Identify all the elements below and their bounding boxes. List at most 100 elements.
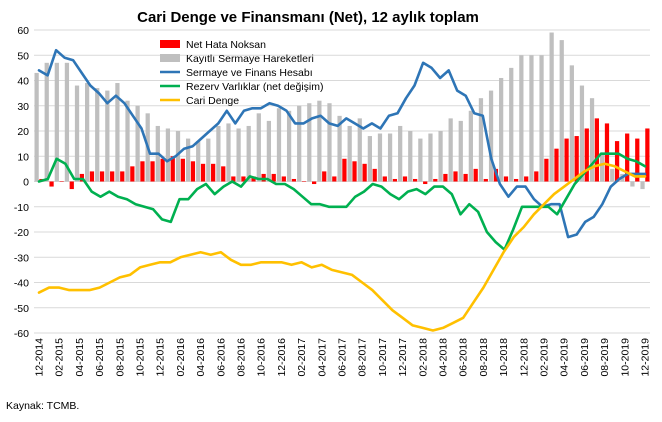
- bar-portfolio: [488, 90, 494, 182]
- legend-label: Cari Denge: [186, 95, 239, 107]
- bar-net-errors: [524, 176, 529, 182]
- bar-portfolio: [529, 55, 534, 182]
- bar-portfolio: [185, 138, 191, 182]
- bar-net-errors: [322, 171, 327, 182]
- bar-net-errors: [231, 176, 236, 182]
- y-tick-label: 50: [17, 50, 29, 62]
- x-tick-label: 08-2016: [236, 338, 248, 377]
- bar-net-errors: [372, 168, 377, 182]
- bar-net-errors: [89, 171, 95, 182]
- bar-portfolio: [549, 32, 554, 182]
- bar-portfolio: [135, 105, 140, 182]
- bar-portfolio: [307, 103, 312, 182]
- y-tick-label: 10: [17, 151, 29, 163]
- y-tick-label: 20: [17, 126, 29, 138]
- y-tick-label: -50: [14, 303, 29, 315]
- bar-net-errors: [251, 176, 256, 182]
- bar-net-errors: [342, 158, 347, 182]
- y-tick-label: -60: [14, 328, 29, 340]
- bar-portfolio: [84, 83, 90, 182]
- bar-net-errors: [412, 178, 418, 182]
- bar-portfolio: [468, 110, 473, 182]
- bar-portfolio: [347, 125, 352, 182]
- bar-portfolio: [196, 141, 201, 182]
- bar-net-errors: [301, 181, 307, 182]
- x-axis-ticks: 12-2014 02-2015 04-2015 06-2015 08-2015 10-20…: [34, 338, 652, 377]
- legend-swatch: [160, 54, 180, 62]
- legend-label: Rezerv Varlıklar (net değişim): [186, 81, 324, 93]
- bar-net-errors: [150, 161, 155, 182]
- y-tick-label: -20: [14, 227, 29, 239]
- bar-net-errors: [211, 163, 216, 182]
- y-tick-label: -10: [14, 202, 29, 214]
- x-tick-label: 12-2016: [276, 338, 288, 377]
- bar-portfolio: [54, 62, 59, 182]
- bar-portfolio: [64, 62, 70, 182]
- x-tick-label: 04-2018: [437, 338, 449, 377]
- bar-portfolio: [377, 133, 383, 182]
- bar-net-errors: [49, 181, 54, 187]
- bar-portfolio: [256, 113, 261, 182]
- x-tick-label: 04-2016: [195, 338, 207, 377]
- bar-net-errors: [291, 178, 297, 182]
- bar-net-errors: [433, 178, 438, 182]
- bar-portfolio: [589, 98, 595, 182]
- bar-net-errors: [513, 178, 519, 182]
- bar-net-errors: [534, 171, 539, 182]
- bar-portfolio: [448, 118, 453, 182]
- x-tick-label: 06-2018: [458, 338, 470, 377]
- y-tick-label: 0: [23, 177, 29, 189]
- x-tick-label: 08-2017: [357, 338, 369, 377]
- x-tick-label: 12-2015: [155, 338, 167, 377]
- x-tick-label: 12-2017: [397, 338, 409, 377]
- bar-portfolio: [408, 131, 413, 182]
- line-financing: [37, 48, 647, 239]
- bar-net-errors: [69, 181, 74, 190]
- legend-label: Sermaye ve Finans Hesabı: [186, 67, 313, 79]
- bar-portfolio: [317, 100, 322, 182]
- bar-portfolio: [428, 133, 433, 182]
- bar-portfolio: [398, 125, 403, 182]
- bar-net-errors: [99, 171, 105, 182]
- bar-net-errors: [503, 176, 509, 182]
- y-tick-label: -30: [14, 252, 29, 264]
- bar-net-errors: [241, 176, 246, 182]
- bar-portfolio: [125, 100, 130, 182]
- bar-portfolio: [610, 168, 615, 182]
- chart-title: Cari Denge ve Finansmanı (Net), 12 aylık…: [137, 9, 479, 26]
- bar-net-errors: [463, 173, 468, 182]
- x-tick-label: 06-2016: [215, 338, 227, 377]
- bar-portfolio: [236, 128, 241, 182]
- bar-portfolio: [367, 136, 372, 182]
- bar-net-errors: [392, 178, 398, 182]
- bar-portfolio: [175, 131, 181, 182]
- bar-portfolio: [579, 85, 585, 182]
- bar-portfolio: [640, 181, 645, 190]
- bar-portfolio: [34, 72, 39, 182]
- bar-net-errors: [453, 171, 458, 182]
- bar-net-errors: [312, 181, 317, 185]
- x-tick-label: 04-2019: [559, 338, 571, 377]
- bar-portfolio: [418, 138, 423, 182]
- bar-portfolio: [499, 77, 504, 182]
- bar-net-errors: [221, 166, 226, 182]
- bar-portfolio: [165, 128, 171, 182]
- x-tick-label: 10-2017: [377, 338, 389, 377]
- bar-net-errors: [180, 158, 185, 182]
- bar-net-errors: [59, 181, 64, 182]
- bar-net-errors: [140, 161, 145, 182]
- legend-label: Net Hata Noksan: [186, 39, 266, 51]
- bar-net-errors: [110, 171, 115, 182]
- bar-net-errors: [614, 141, 620, 182]
- bar-net-errors: [594, 118, 600, 182]
- x-tick-label: 08-2018: [478, 338, 490, 377]
- bar-net-errors: [352, 161, 357, 182]
- line-series: [37, 48, 647, 332]
- bar-net-errors: [645, 128, 650, 182]
- bar-net-errors: [564, 138, 569, 182]
- bar-portfolio: [226, 123, 231, 182]
- bar-net-errors: [190, 161, 196, 182]
- x-tick-label: 08-2015: [114, 338, 126, 377]
- y-tick-label: 60: [17, 25, 29, 37]
